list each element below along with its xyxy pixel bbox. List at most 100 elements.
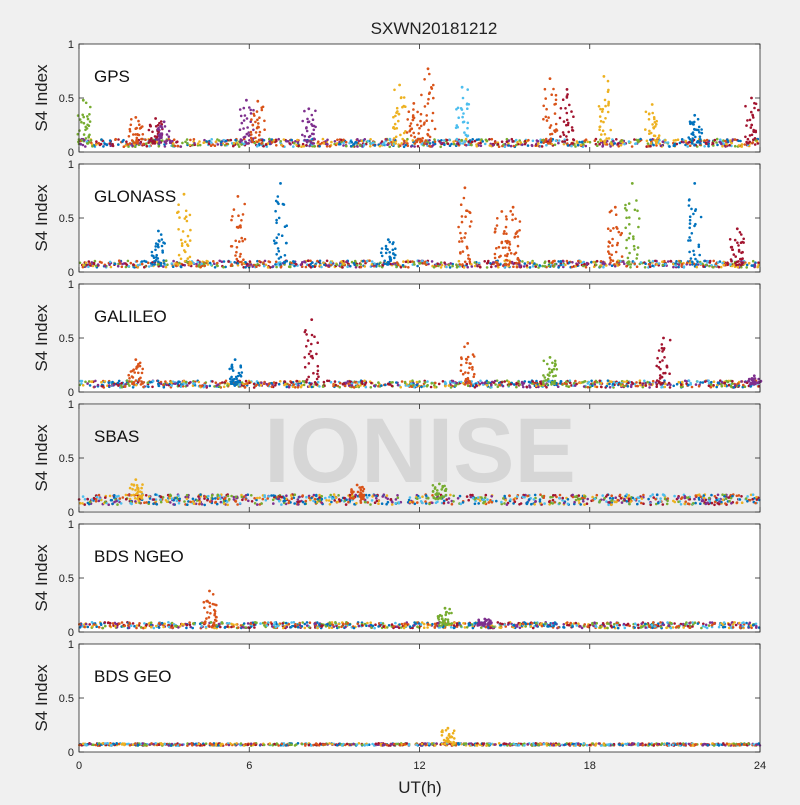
spike-peak-point [693,114,696,117]
data-point [133,371,136,374]
data-point [151,386,154,389]
data-point [624,227,627,230]
data-point [629,266,632,269]
data-point [237,375,240,378]
data-point [605,137,608,140]
data-point [278,250,281,253]
data-point [703,494,706,497]
data-point [104,625,107,628]
data-point [307,339,310,342]
data-point [708,384,711,387]
data-point [308,497,311,500]
data-point [691,142,694,145]
data-point [471,138,474,141]
data-point [303,110,306,113]
data-point [83,122,86,125]
data-point [165,259,168,262]
data-point [703,497,706,500]
data-point [687,384,690,387]
data-point [659,361,662,364]
data-point [600,133,603,136]
data-point [746,119,749,122]
data-point [104,501,107,504]
data-point [193,142,196,145]
data-point [688,251,691,254]
data-point [420,113,423,116]
data-point [125,140,128,143]
data-point [259,131,262,134]
data-point [586,502,589,505]
data-point [647,142,650,145]
data-point [127,265,130,268]
data-point [303,145,306,148]
data-point [135,127,138,130]
data-point [312,372,315,375]
data-point [314,145,317,148]
data-point [406,118,409,121]
data-point [460,381,463,384]
data-point [372,141,375,144]
data-point [107,503,110,506]
data-point [594,498,597,501]
data-point [502,247,505,250]
data-point [654,260,657,263]
data-point [98,142,101,145]
data-point [500,501,503,504]
data-point [649,504,652,507]
data-point [462,250,465,253]
data-point [535,385,538,388]
data-point [428,139,431,142]
data-point [488,138,491,141]
data-point [168,497,171,500]
data-point [371,263,374,266]
data-point [728,144,731,147]
data-point [666,503,669,506]
data-point [641,497,644,500]
data-point [239,374,242,377]
data-point [489,262,492,265]
spike-peak-point [134,478,137,481]
data-point [84,381,87,384]
data-point [290,262,293,265]
data-point [542,118,545,121]
data-point [120,382,123,385]
data-point [263,382,266,385]
data-point [549,126,552,129]
data-point [262,106,265,109]
data-point [209,262,212,265]
data-point [431,502,434,505]
data-point [443,261,446,264]
data-point [688,199,691,202]
data-point [736,495,739,498]
data-point [394,123,397,126]
data-point [304,261,307,264]
data-point [472,353,475,356]
data-point [663,356,666,359]
data-point [144,138,147,141]
spike-peak-point [412,102,415,105]
data-point [542,382,545,385]
data-point [573,501,576,504]
data-point [181,142,184,145]
data-point [610,254,613,257]
data-point [603,142,606,145]
data-point [628,503,631,506]
data-point [519,383,522,386]
data-point [355,141,358,144]
data-point [702,265,705,268]
data-point [140,487,143,490]
data-point [304,135,307,138]
data-point [751,379,754,382]
data-point [445,266,448,269]
data-point [97,384,100,387]
data-point [308,145,311,148]
data-point [494,253,497,256]
data-point [544,265,547,268]
data-point [215,381,218,384]
data-point [222,266,225,269]
data-point [93,262,96,265]
data-point [366,622,369,625]
data-point [531,261,534,264]
data-point [717,494,720,497]
data-point [569,382,572,385]
